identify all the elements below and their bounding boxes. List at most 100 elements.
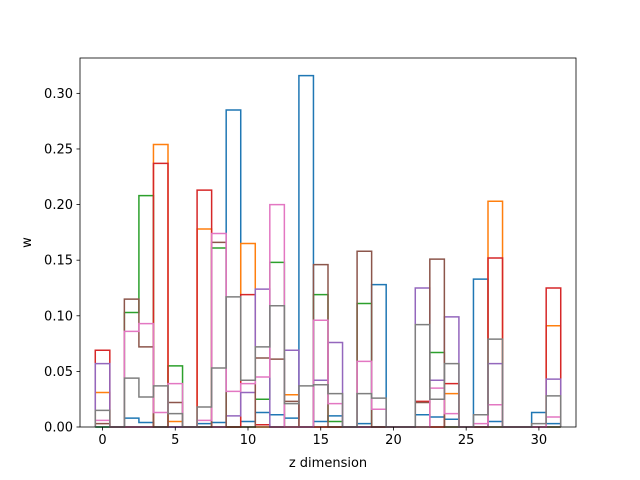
bar-s0-bin26 [473,279,488,427]
bar-s6-bin12 [270,205,285,427]
bar-s5-bin11 [255,358,270,427]
bar-s4-bin24 [444,317,459,427]
bar-s2-bin23 [430,352,445,427]
bar-s0-bin10 [241,421,256,427]
x-tick-label: 25 [458,433,475,448]
bar-s6-bin31 [546,417,561,427]
bar-s7-bin5 [168,414,183,427]
bar-s7-bin10 [241,380,256,427]
bar-s3-bin0 [95,350,110,427]
bar-s5-bin5 [168,403,183,427]
x-axis-ticks: 0 5 10 15 20 25 30 [98,427,547,448]
bar-s6-bin27 [488,405,503,427]
bar-s7-bin0 [95,410,110,427]
y-tick-label: 0.30 [44,87,73,102]
bar-s6-bin2 [124,331,139,427]
bar-s7-bin18 [357,394,372,427]
bar-s5-bin12 [270,359,285,427]
bar-s6-bin15 [313,320,328,427]
y-axis-ticks: 0.00 0.05 0.10 0.15 0.20 0.25 0.30 [44,87,80,436]
bar-s3-bin31 [546,288,561,427]
bar-s6-bin9 [226,391,241,427]
bar-s0-bin9 [226,110,241,427]
y-tick-label: 0.10 [44,309,73,324]
bar-s7-bin19 [372,398,387,427]
bar-s7-bin27 [488,339,503,427]
x-tick-label: 5 [171,433,179,448]
bar-s6-bin5 [168,384,183,427]
bar-s4-bin9 [226,416,241,427]
x-tick-label: 15 [312,433,329,448]
bar-s0-bin22 [415,415,430,427]
bar-s7-bin12 [270,306,285,427]
bar-s4-bin13 [284,350,299,427]
bar-s0-bin19 [372,285,387,427]
bar-s0-bin12 [270,415,285,427]
bar-s6-bin4 [153,413,168,427]
bar-s7-bin2 [124,378,139,427]
bar-s5-bin3 [139,347,154,427]
bar-s2-bin18 [357,304,372,427]
bar-s1-bin24 [444,394,459,427]
bar-s3-bin24 [444,384,459,427]
x-tick-label: 30 [531,433,548,448]
series-7-outline [94,296,562,428]
bar-s0-bin24 [444,419,459,427]
bar-s2-bin16 [328,421,343,427]
bar-s1-bin27 [488,201,503,427]
x-axis-label: z dimension [289,456,367,471]
y-tick-label: 0.25 [44,142,73,157]
bar-s7-bin22 [415,325,430,427]
bar-s0-bin27 [488,421,503,427]
series-layer [94,74,562,428]
bar-s0-bin14 [299,76,314,427]
bar-s3-bin27 [488,258,503,427]
y-tick-label: 0.05 [44,365,73,380]
bar-s7-bin4 [153,386,168,427]
bar-s3-bin4 [153,163,168,427]
bar-s0-bin13 [284,418,299,427]
bar-s4-bin0 [95,364,110,427]
bar-s2-bin15 [313,295,328,427]
bar-s6-bin24 [444,414,459,427]
y-tick-label: 0.00 [44,421,73,436]
y-tick-label: 0.15 [44,254,73,269]
bar-s2-bin3 [139,196,154,427]
bar-s6-bin3 [139,324,154,427]
bar-s7-bin11 [255,347,270,427]
bar-s6-bin19 [372,409,387,427]
bar-s7-bin15 [313,385,328,427]
series-7 [94,296,562,428]
bar-s5-bin23 [430,259,445,427]
bar-s3-bin10 [241,295,256,427]
bar-s1-bin5 [168,421,183,427]
bar-s4-bin16 [328,342,343,427]
bar-s5-bin18 [357,251,372,427]
bar-s5-bin2 [124,299,139,427]
bar-s6-bin8 [212,233,227,427]
bar-s1-bin31 [546,326,561,427]
bar-s2-bin8 [212,248,227,427]
bar-s0-bin15 [313,421,328,427]
bar-s7-bin14 [299,386,314,427]
bar-s2-bin12 [270,262,285,427]
bar-s7-bin23 [430,399,445,427]
bar-s7-bin9 [226,297,241,427]
bar-s6-bin10 [241,384,256,427]
x-tick-label: 0 [98,433,106,448]
bar-s1-bin4 [153,145,168,427]
bar-s4-bin15 [313,380,328,427]
bar-s7-bin24 [444,364,459,427]
bar-s7-bin13 [284,404,299,427]
bar-s1-bin13 [284,395,299,427]
bar-s7-bin26 [473,415,488,427]
bar-s5-bin15 [313,265,328,427]
bar-s4-bin22 [415,288,430,427]
bar-s3-bin7 [197,190,212,427]
bar-s1-bin7 [197,229,212,427]
plot-frame [79,57,577,428]
bar-s0-bin30 [532,413,547,427]
bar-s2-bin5 [168,366,183,427]
bar-s7-bin8 [212,368,227,427]
